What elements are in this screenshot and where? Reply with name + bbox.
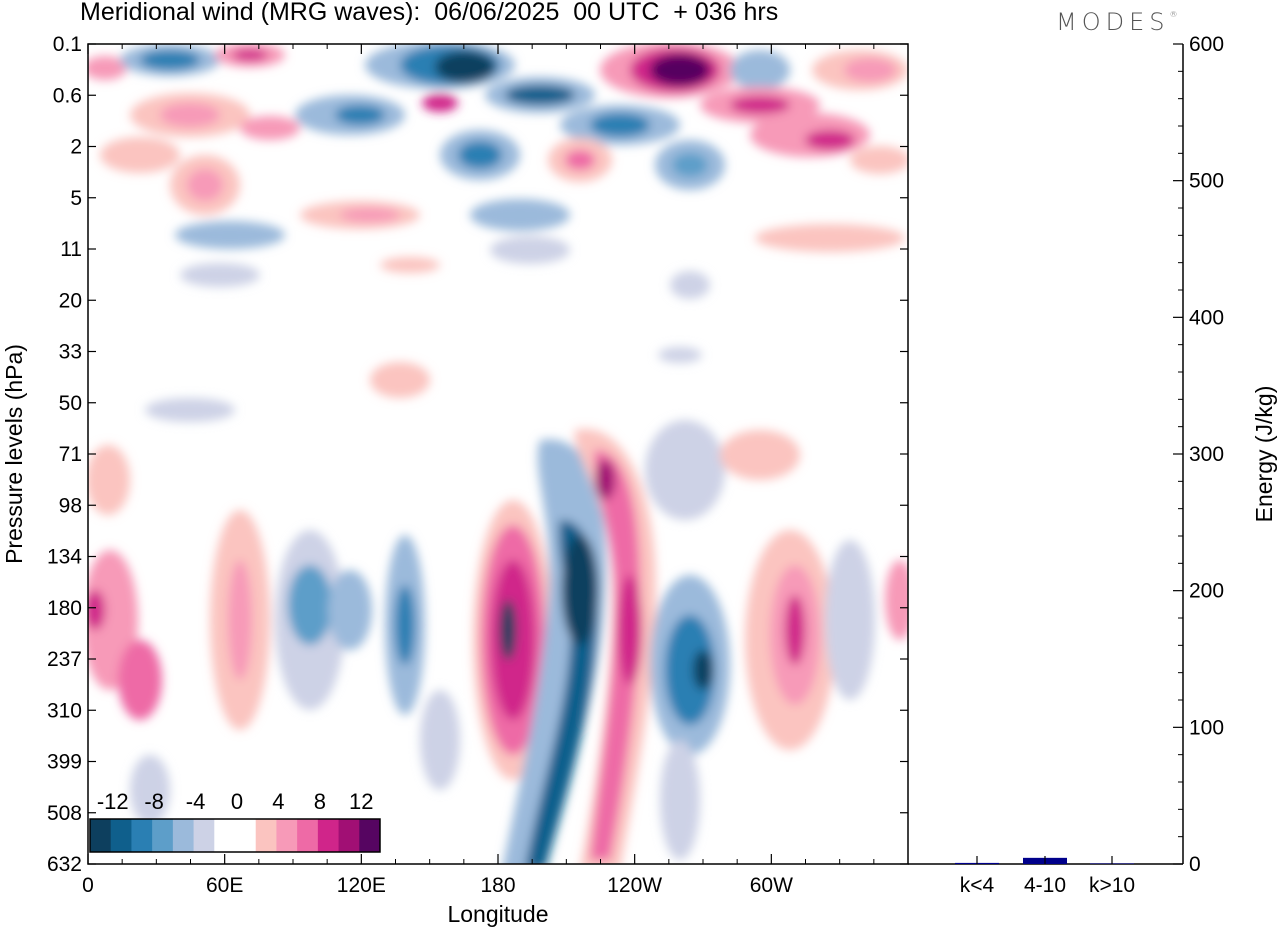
colorbar-swatch bbox=[214, 819, 236, 852]
pressure-tick-label: 237 bbox=[47, 648, 82, 671]
longitude-tick-label: 120E bbox=[337, 874, 386, 897]
colorbar-swatch bbox=[90, 819, 112, 852]
pressure-tick-label: 632 bbox=[47, 853, 82, 876]
y-axis-title: Pressure levels (hPa) bbox=[1, 344, 27, 564]
energy-tick-label: 300 bbox=[1189, 443, 1224, 466]
pressure-tick-label: 508 bbox=[47, 802, 82, 825]
colorbar-label: -8 bbox=[144, 789, 164, 814]
longitude-tick-label: 120W bbox=[607, 874, 662, 897]
colorbar-swatch bbox=[338, 819, 360, 852]
logo-mark: ® bbox=[1169, 10, 1178, 19]
colorbar-swatch bbox=[193, 819, 215, 852]
energy-category-label: 4-10 bbox=[1024, 874, 1066, 897]
colorbar-label: 4 bbox=[272, 789, 284, 814]
logo-text: MODES bbox=[1056, 8, 1170, 36]
colorbar-swatch bbox=[235, 819, 257, 852]
colorbar-label: 8 bbox=[314, 789, 326, 814]
colorbar-swatch bbox=[276, 819, 298, 852]
energy-tick-label: 0 bbox=[1189, 853, 1201, 876]
pressure-tick-label: 71 bbox=[59, 443, 82, 466]
pressure-tick-label: 134 bbox=[47, 546, 82, 569]
colorbar-label: 0 bbox=[231, 789, 243, 814]
longitude-tick-label: 180 bbox=[480, 874, 515, 897]
longitude-tick-label: 0 bbox=[82, 874, 94, 897]
energy-axis-title: Energy (J/kg) bbox=[1251, 386, 1277, 523]
pressure-tick-label: 0.6 bbox=[53, 84, 82, 107]
colorbar-swatch bbox=[172, 819, 195, 852]
energy-bars: k<4 4-10 k>10 bbox=[955, 856, 1135, 897]
colorbar-label: 12 bbox=[349, 789, 373, 814]
colorbar-legend: -12 -8 -4 0 4 8 12 bbox=[89, 789, 381, 853]
energy-category-label: k>10 bbox=[1089, 874, 1135, 897]
pressure-tick-label: 5 bbox=[70, 187, 82, 210]
pressure-tick-label: 180 bbox=[47, 597, 82, 620]
chart-title: Meridional wind (MRG waves): 06/06/2025 … bbox=[80, 0, 779, 26]
energy-tick-label: 600 bbox=[1189, 33, 1224, 56]
pressure-tick-label: 2 bbox=[70, 136, 82, 159]
colorbar-swatch bbox=[152, 819, 174, 852]
pressure-tick-label: 98 bbox=[59, 494, 82, 517]
energy-tick-label: 100 bbox=[1189, 716, 1224, 739]
pressure-axis: 0.1 0.6 2 5 11 20 33 50 71 98 134 180 237 310 399 508 63… bbox=[47, 33, 908, 876]
colorbar-swatch bbox=[317, 819, 340, 852]
pressure-tick-label: 310 bbox=[47, 699, 82, 722]
pressure-tick-label: 50 bbox=[59, 392, 82, 415]
colorbar-swatch bbox=[297, 819, 319, 852]
energy-axis: 0 100 200 300 400 500 600 bbox=[1173, 33, 1224, 876]
pressure-tick-label: 20 bbox=[59, 289, 82, 312]
wind-contour-field bbox=[88, 44, 908, 864]
energy-category-label: k<4 bbox=[960, 874, 995, 897]
x-axis-title: Longitude bbox=[447, 901, 548, 927]
pressure-tick-label: 399 bbox=[47, 751, 82, 774]
modes-logo: MODES® bbox=[1056, 8, 1177, 36]
colorbar-label: -4 bbox=[186, 789, 206, 814]
colorbar-swatch bbox=[131, 819, 153, 852]
longitude-axis: 0 60E 120E 180 120W 60W bbox=[82, 44, 875, 897]
colorbar-swatch bbox=[255, 819, 277, 852]
energy-tick-label: 400 bbox=[1189, 306, 1224, 329]
longitude-tick-label: 60E bbox=[206, 874, 243, 897]
colorbar-swatch bbox=[110, 819, 132, 852]
pressure-tick-label: 33 bbox=[59, 341, 82, 364]
energy-tick-label: 200 bbox=[1189, 580, 1224, 603]
pressure-tick-label: 0.1 bbox=[53, 33, 82, 56]
colorbar-swatch bbox=[359, 819, 381, 852]
pressure-tick-label: 11 bbox=[60, 238, 82, 261]
colorbar-label: -12 bbox=[97, 789, 129, 814]
energy-tick-label: 500 bbox=[1189, 170, 1224, 193]
colorbar-frame bbox=[89, 818, 381, 853]
longitude-tick-label: 60W bbox=[750, 874, 793, 897]
